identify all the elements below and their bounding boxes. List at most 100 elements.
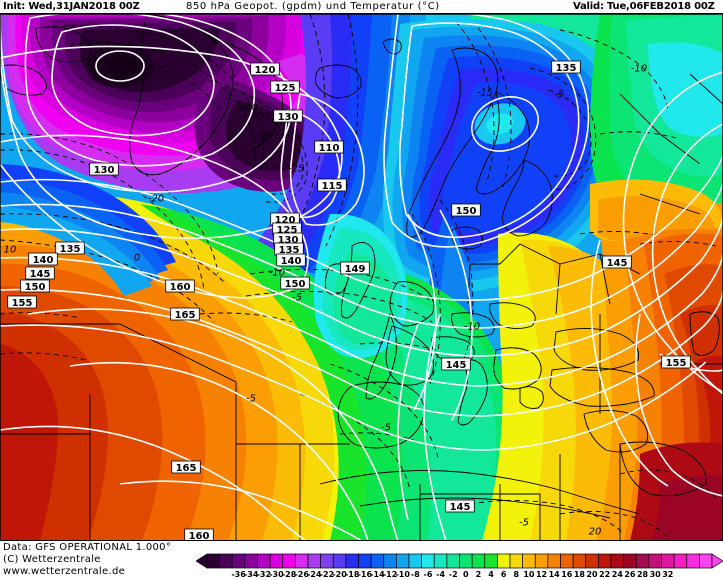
colorbar-tick-label: 16 <box>561 570 573 579</box>
colorbar-swatch <box>282 553 296 569</box>
temperature-contour-label: -5 <box>519 517 529 528</box>
geopotential-contour-label: 145 <box>30 269 51 280</box>
colorbar-tick-label: -8 <box>410 570 420 579</box>
init-time-label: Init: Wed,31JAN2018 00Z <box>3 1 140 12</box>
colorbar-tick-label: -26 <box>294 570 309 579</box>
colorbar-swatch <box>471 553 486 569</box>
colorbar-tick-label: 18 <box>573 570 586 579</box>
colorbar-swatch <box>231 553 246 569</box>
colorbar-swatch <box>446 553 460 569</box>
colorbar-tick-label: 8 <box>513 570 520 579</box>
page-title: 850 hPa Geopot. (gpdm) und Temperatur (°… <box>186 1 440 12</box>
contour-label-box <box>170 307 200 321</box>
temperature-contour-label: 20 <box>589 526 602 537</box>
geopotential-contour-label: 160 <box>170 282 191 293</box>
geopotential-contour-label: 115 <box>322 181 343 192</box>
colorbar-tick-label: 26 <box>624 570 636 579</box>
colorbar-tick-label: 0 <box>463 570 469 579</box>
colorbar-swatch <box>635 553 650 569</box>
colorbar-tick-label: 14 <box>548 570 560 579</box>
colorbar-tick-label: -18 <box>344 570 360 579</box>
colorbar-swatch <box>383 553 397 569</box>
map-svg: 1301201251301101151201251301351401491501… <box>0 14 723 541</box>
geopotential-contour-label: 125 <box>277 225 298 236</box>
colorbar-swatch <box>572 553 587 569</box>
colorbar-swatch <box>547 553 561 569</box>
colorbar-tick-label: -14 <box>370 570 385 579</box>
contour-label-box <box>25 266 55 280</box>
temperature-contour-label: -30 <box>242 102 258 113</box>
contour-label-box <box>602 255 632 269</box>
colorbar-tick-label: -36 <box>231 570 246 579</box>
colorbar-tick-label: -22 <box>319 570 335 579</box>
colorbar-swatch <box>408 553 422 569</box>
colorbar-swatch <box>295 553 309 569</box>
colorbar-swatch <box>358 553 372 569</box>
contour-label-box <box>280 276 310 290</box>
website-label[interactable]: www.wetterzentrale.de <box>3 566 126 577</box>
contour-label-box <box>28 252 58 266</box>
geopotential-contour-label: 145 <box>450 502 471 513</box>
geopotential-contour-label: 150 <box>25 282 46 293</box>
colorbar-swatch <box>686 553 700 569</box>
map-fill-layer: 1301201251301101151201251301351401491501… <box>0 14 723 541</box>
colorbar-tick-label: -34 <box>243 570 259 579</box>
colorbar-swatch <box>673 553 688 569</box>
colorbar-swatch <box>244 553 258 569</box>
colorbar-swatch <box>345 553 359 569</box>
contour-label-box <box>441 357 471 371</box>
colorbar-swatch <box>219 553 233 569</box>
temperature-contour-label: -5 <box>246 393 256 404</box>
colorbar-tick-label: -2 <box>448 570 458 579</box>
colorbar-swatches <box>196 553 723 569</box>
temperature-contour-label: 10 <box>4 244 17 255</box>
geopotential-contour-label: 155 <box>666 358 687 369</box>
temperature-contour-label: -15 <box>477 87 493 98</box>
temperature-contour-label: 0 <box>134 252 140 263</box>
colorbar-tick-label: 32 <box>662 570 674 579</box>
colorbar-swatch <box>560 553 574 569</box>
colorbar-over-arrow <box>711 553 723 569</box>
contour-label-box <box>661 355 691 369</box>
colorbar-tick-label: -4 <box>436 570 446 579</box>
colorbar-swatch <box>598 553 612 569</box>
colorbar-tick-label: 22 <box>599 570 611 579</box>
geopotential-contour-label: 120 <box>255 65 276 76</box>
colorbar-tick-label: -10 <box>395 570 410 579</box>
geopotential-contour-label: 130 <box>278 235 299 246</box>
temperature-contour-label: -25 <box>288 163 304 174</box>
colorbar-tick-label: 12 <box>535 570 548 579</box>
contour-label-box <box>273 109 303 123</box>
contour-label-layer: 1301201251301101151201251301351401491501… <box>4 60 691 541</box>
colorbar-tick-label: 6 <box>500 570 507 579</box>
geopotential-contour-label: 110 <box>319 143 340 154</box>
colorbar-swatch <box>484 553 498 569</box>
temperature-contour-label: -10 <box>464 321 480 332</box>
geopotential-contour-label: 135 <box>279 245 300 256</box>
contour-label-box <box>89 162 119 176</box>
geopotential-contour-label: 160 <box>189 531 210 541</box>
colorbar-swatch <box>497 553 511 569</box>
colorbar-tick-label: 4 <box>488 570 494 579</box>
contour-label-box <box>445 499 475 513</box>
colorbar-tick-label: 2 <box>475 570 482 579</box>
colorbar-swatch <box>206 553 220 569</box>
temperature-contour-label: -5 <box>292 292 302 303</box>
data-source-label: Data: GFS OPERATIONAL 1.000° <box>3 542 172 553</box>
temperature-colorbar: -36 -34 -32 -30 -28 -26 -24 -22 -20 -18 -16 -14 -12-… <box>196 553 723 580</box>
colorbar-swatch <box>699 553 713 569</box>
colorbar-swatch <box>257 553 271 569</box>
colorbar-swatch <box>661 553 675 569</box>
contour-label-box <box>55 241 85 255</box>
colorbar-swatch <box>307 553 321 569</box>
colorbar-swatch <box>433 553 448 569</box>
contour-label-box <box>276 253 306 267</box>
weather-map-canvas[interactable]: 130 120 125 130 110 115 120 125 130 135 140 149 150 1… <box>0 13 723 541</box>
temperature-contour-label: -30 <box>257 130 273 141</box>
colorbar-swatch <box>459 553 473 569</box>
colorbar-tick-label: -6 <box>423 570 433 579</box>
geopotential-contour-label: 130 <box>278 112 299 123</box>
colorbar-tick-label: 24 <box>611 570 623 579</box>
colorbar-swatch <box>585 553 599 569</box>
